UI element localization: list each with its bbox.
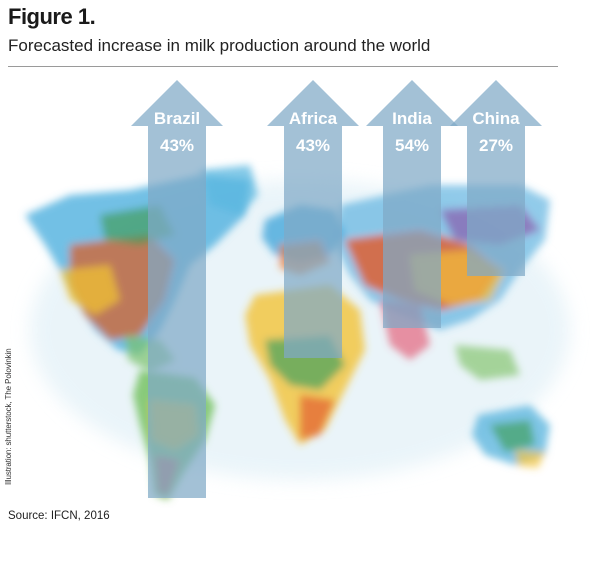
figure-title: Forecasted increase in milk production a…	[8, 36, 431, 55]
arrow-label-africa: Africa	[289, 109, 338, 128]
title-divider	[8, 66, 558, 67]
illustration-credit: Illustration: shutterstock, The Polovink…	[4, 348, 13, 485]
arrow-india	[366, 80, 458, 328]
figure-label: Figure 1.	[8, 4, 96, 29]
arrow-label-brazil: Brazil	[154, 109, 200, 128]
arrow-label-china: China	[472, 109, 520, 128]
arrow-value-india: 54%	[395, 136, 429, 155]
arrow-series: Brazil 43% Africa 43% India 54% China 27%	[131, 80, 542, 498]
arrow-value-brazil: 43%	[160, 136, 194, 155]
arrow-africa	[267, 80, 359, 358]
source-note: Source: IFCN, 2016	[8, 510, 110, 522]
arrow-brazil	[131, 80, 223, 498]
arrow-value-africa: 43%	[296, 136, 330, 155]
arrow-china	[450, 80, 542, 276]
arrow-value-china: 27%	[479, 136, 513, 155]
arrow-label-india: India	[392, 109, 432, 128]
